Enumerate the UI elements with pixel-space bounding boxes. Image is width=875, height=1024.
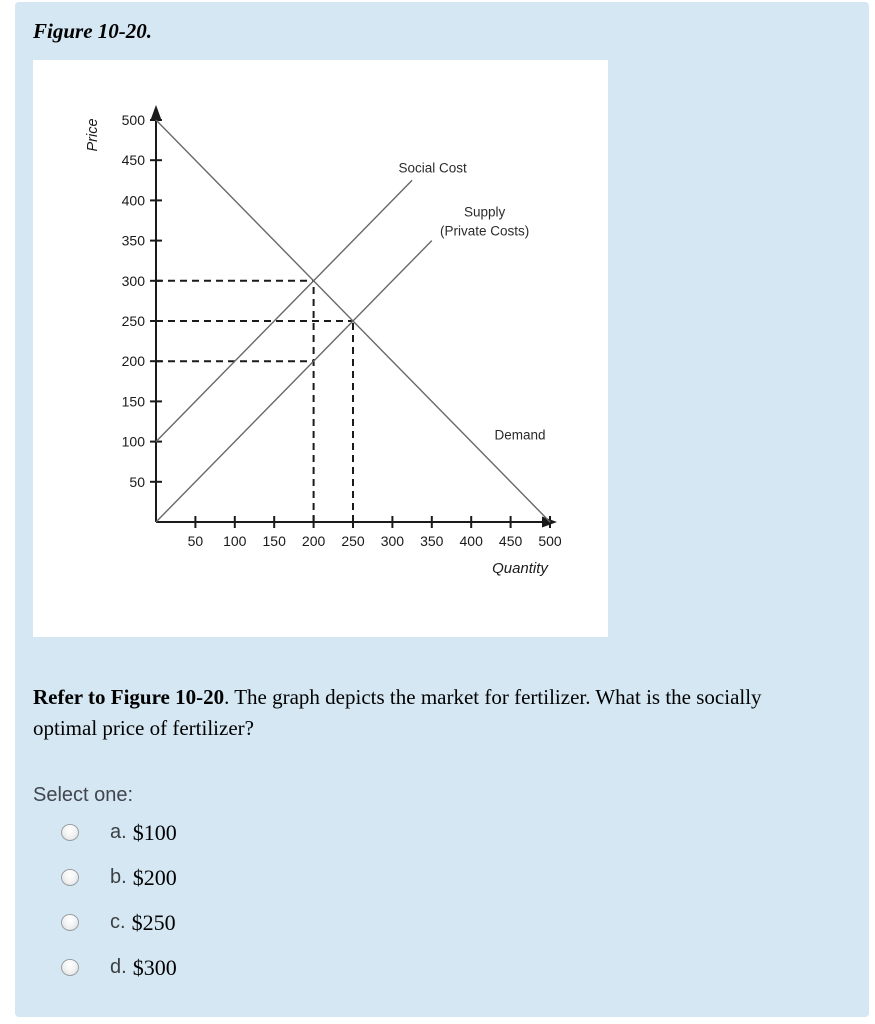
curve-label-supply-private-costs: Supply [464, 205, 506, 220]
option-value: $200 [132, 864, 177, 890]
curve-label-demand: Demand [495, 427, 546, 442]
x-tick-label: 150 [263, 533, 287, 549]
y-axis-title: Price [85, 118, 101, 151]
answer-option-b[interactable]: b. $200 [33, 855, 533, 900]
y-axis-arrow-icon [150, 105, 162, 120]
x-tick-label: 350 [420, 533, 444, 549]
question-text: Refer to Figure 10-20. The graph depicts… [33, 682, 828, 744]
y-tick-label: 450 [122, 152, 146, 168]
radio-button[interactable] [61, 824, 79, 841]
answer-options: a. $100 b. $200 c. $250 d. $300 [33, 810, 533, 990]
option-letter: d. [110, 956, 127, 978]
x-tick-label: 50 [188, 533, 204, 549]
x-tick-label: 300 [381, 533, 405, 549]
y-tick-label: 400 [122, 192, 146, 208]
answer-option-c[interactable]: c. $250 [33, 900, 533, 945]
y-tick-label: 350 [122, 233, 146, 249]
curve-social-cost [155, 179, 413, 443]
option-value: $100 [132, 819, 177, 845]
y-tick-label: 250 [122, 313, 146, 329]
option-letter: b. [110, 866, 127, 888]
curve-label-social-cost: Social Cost [398, 160, 467, 175]
x-tick-label: 100 [223, 533, 247, 549]
radio-button[interactable] [61, 869, 79, 886]
question-reference: Refer to Figure 10-20 [33, 685, 225, 709]
y-tick-label: 100 [122, 434, 146, 450]
y-tick-label: 50 [129, 474, 145, 490]
x-tick-label: 450 [499, 533, 523, 549]
radio-button[interactable] [61, 959, 79, 976]
question-panel: Figure 10-20. 50 100 150 200 250 300 350 400 450… [15, 2, 869, 1017]
figure-heading: Figure 10-20. [33, 19, 153, 43]
select-one-prompt: Select one: [33, 784, 134, 806]
x-tick-label: 500 [538, 533, 562, 549]
x-tick-label: 250 [341, 533, 365, 549]
answer-option-a[interactable]: a. $100 [33, 810, 533, 855]
answer-option-d[interactable]: d. $300 [33, 945, 533, 990]
figure-10-20-chart-box: 50 100 150 200 250 300 350 400 450 500 50 100 150 200… [33, 60, 608, 637]
y-tick-label: 300 [122, 273, 146, 289]
radio-button[interactable] [61, 914, 79, 931]
x-tick-label: 200 [302, 533, 326, 549]
supply-demand-chart: 50 100 150 200 250 300 350 400 450 500 50 100 150 200… [85, 105, 562, 577]
y-tick-label: 500 [122, 112, 146, 128]
curve-label-supply-private-costs: (Private Costs) [440, 224, 529, 239]
question-body: . The graph depicts the market for ferti… [33, 685, 762, 740]
curve-supply-private-costs [155, 240, 433, 523]
y-tick-label: 150 [122, 393, 146, 409]
x-tick-label: 400 [460, 533, 484, 549]
option-letter: c. [110, 911, 126, 933]
y-tick-label: 200 [122, 353, 146, 369]
option-value: $300 [132, 954, 177, 980]
x-axis-title: Quantity [492, 560, 549, 577]
option-value: $250 [131, 909, 176, 935]
option-letter: a. [110, 821, 127, 843]
